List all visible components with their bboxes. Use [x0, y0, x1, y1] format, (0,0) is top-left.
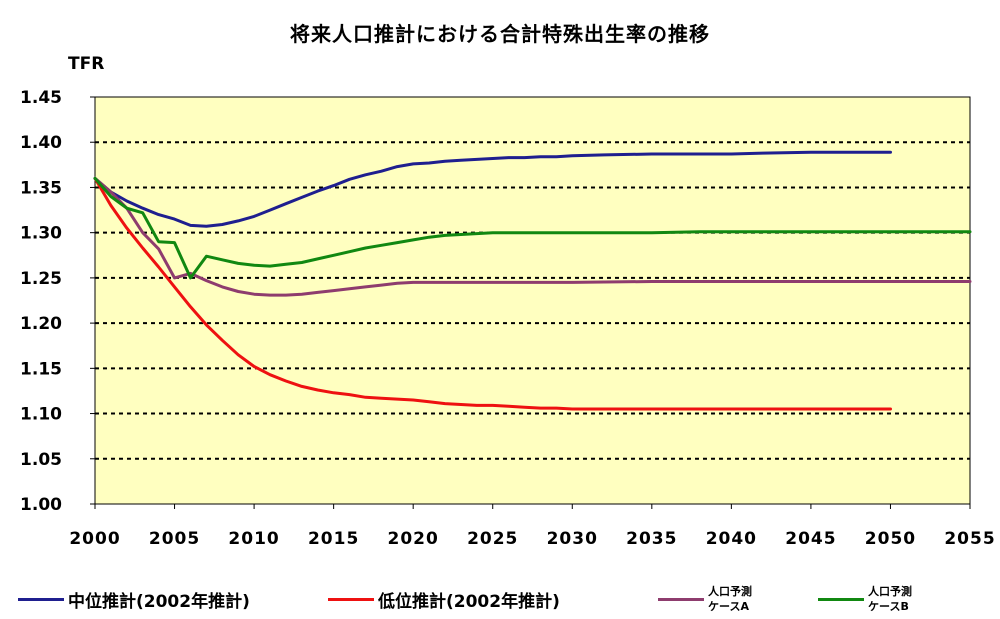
- y-tick-label: 1.40: [20, 133, 62, 153]
- x-tick-label: 2025: [467, 529, 518, 549]
- legend-item-case-b: 人口予測 ケースB: [818, 584, 912, 614]
- x-tick-label: 2050: [865, 529, 916, 549]
- y-axis: 1.00 1.05 1.10 1.15 1.20 1.25 1.30 1.35 1.40 1.45: [20, 88, 95, 515]
- x-tick-label: 2020: [388, 529, 439, 549]
- legend-label-chui: 中位推計(2002年推計): [68, 591, 250, 612]
- legend-item-chui: 中位推計(2002年推計): [18, 584, 250, 614]
- y-tick-label: 1.15: [20, 359, 62, 379]
- legend-label-case-b: 人口予測 ケースB: [868, 585, 912, 613]
- x-tick-label: 2005: [149, 529, 200, 549]
- legend-swatch-case-a: [658, 597, 704, 601]
- legend-swatch-case-b: [818, 597, 864, 601]
- legend-item-case-a: 人口予測 ケースA: [658, 584, 752, 614]
- y-tick-label: 1.05: [20, 450, 62, 470]
- y-tick-label: 1.10: [20, 405, 62, 425]
- y-axis-unit-label: TFR: [68, 54, 105, 74]
- series-line-1: [93, 176, 892, 411]
- x-tick-label: 2015: [308, 529, 359, 549]
- x-tick-label: 2010: [228, 529, 279, 549]
- x-tick-label: 2045: [785, 529, 836, 549]
- chart-title: 将来人口推計における合計特殊出生率の推移: [290, 22, 710, 46]
- series-lines: [93, 150, 972, 411]
- x-tick-label: 2030: [547, 529, 598, 549]
- legend-label-teii: 低位推計(2002年推計): [378, 591, 560, 612]
- series-line-3: [93, 176, 972, 280]
- x-tick-label: 2040: [706, 529, 757, 549]
- series-line-2: [93, 176, 972, 297]
- legend-item-teii: 低位推計(2002年推計): [328, 584, 560, 614]
- y-tick-label: 1.20: [20, 314, 62, 334]
- x-tick-label: 2000: [69, 529, 120, 549]
- y-tick-label: 1.25: [20, 269, 62, 289]
- x-axis: 2000 2005 2010 2015 2020 2025 2030 2035 2040 2045…: [69, 504, 995, 549]
- y-tick-label: 1.45: [20, 88, 62, 108]
- series-line-0: [93, 150, 892, 228]
- y-tick-label: 1.00: [20, 495, 62, 515]
- legend-swatch-chui: [18, 597, 64, 601]
- y-tick-label: 1.30: [20, 224, 62, 244]
- legend-label-case-a: 人口予測 ケースA: [708, 585, 752, 613]
- y-tick-label: 1.35: [20, 178, 62, 198]
- x-tick-label: 2035: [626, 529, 677, 549]
- plot-area: [94, 96, 971, 505]
- legend-swatch-teii: [328, 597, 374, 601]
- x-tick-label: 2055: [944, 529, 995, 549]
